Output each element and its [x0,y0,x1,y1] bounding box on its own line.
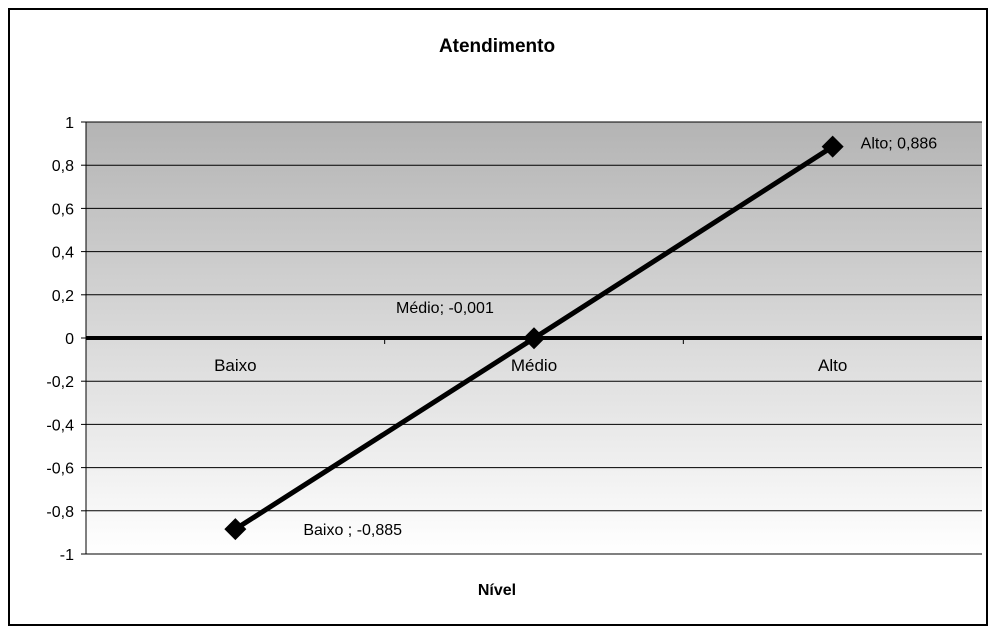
y-tick-label: 0,6 [52,201,74,218]
y-tick-label: -0,6 [46,461,74,478]
y-tick-label: -0,4 [46,417,74,434]
y-tick-label: -0,2 [46,374,74,391]
y-tick-label: -1 [60,547,74,564]
y-tick-label: -0,8 [46,504,74,521]
x-tick-label: Médio [511,356,557,375]
y-tick-label: 0,4 [52,245,74,262]
data-label: Alto; 0,886 [861,136,938,153]
y-tick-label: 0,2 [52,288,74,305]
x-tick-label: Baixo [214,356,257,375]
chart-title: Atendimento [438,36,556,57]
data-label: Médio; -0,001 [396,300,494,317]
y-tick-label: 0 [65,331,74,348]
data-point-marker [523,327,545,350]
x-tick-label: Alto [818,356,847,375]
data-point-marker [821,135,844,158]
y-tick-label: 0,8 [52,158,74,175]
x-axis-title: Nível [477,582,517,599]
data-point-marker [224,518,247,541]
y-tick-label: 1 [65,115,74,132]
data-label: Baixo ; -0,885 [303,522,402,539]
